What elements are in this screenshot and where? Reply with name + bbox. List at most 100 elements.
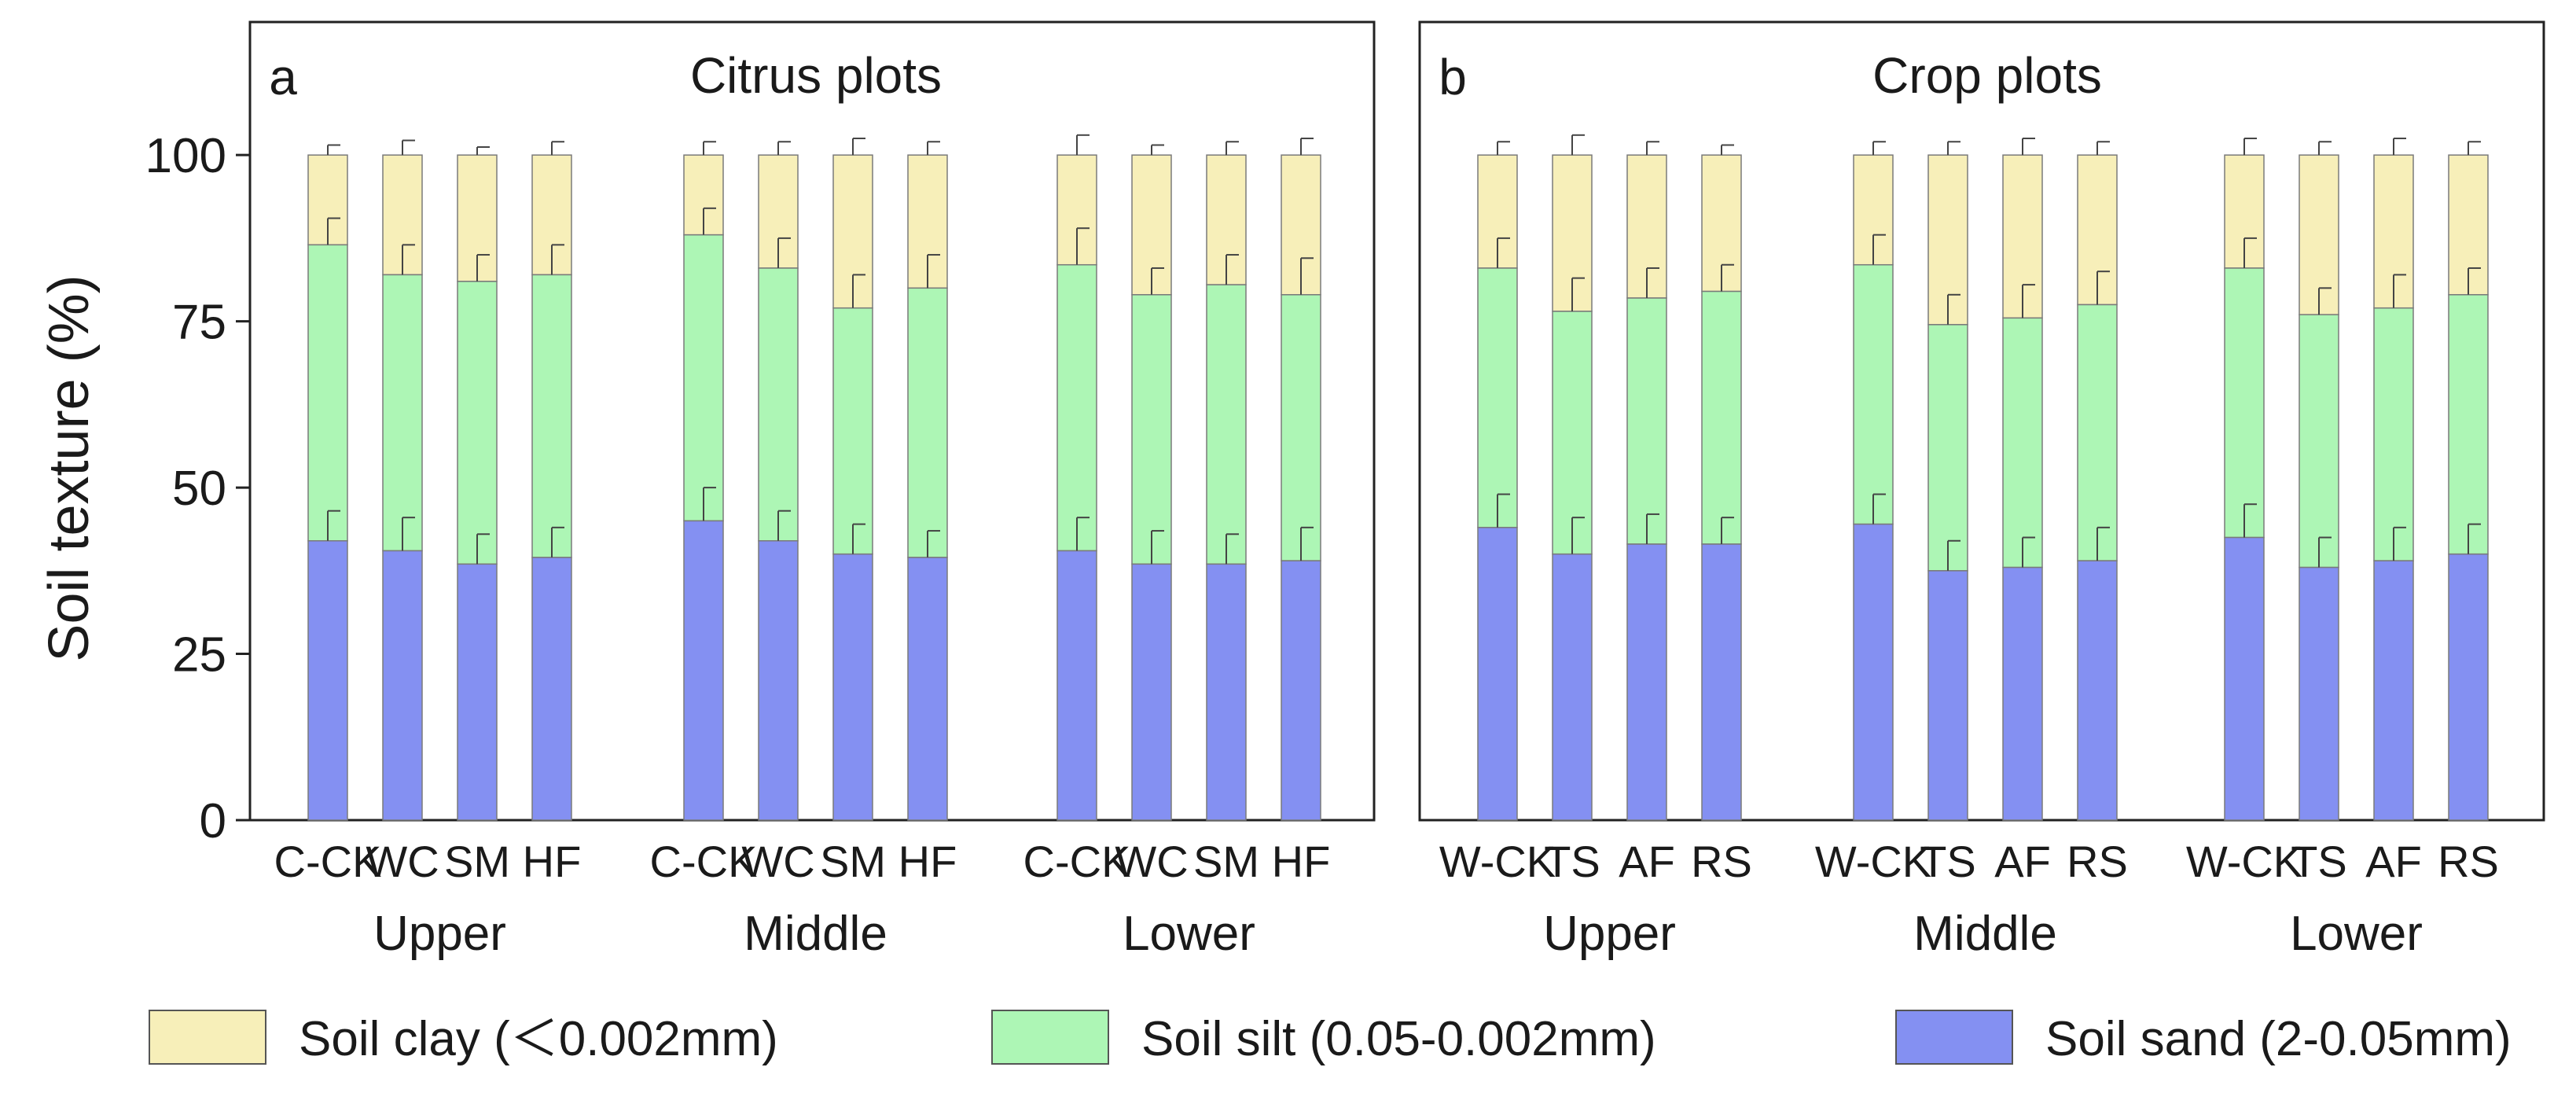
bar-sand-b-middle-w-ck xyxy=(1853,523,1894,821)
bar-silt-b-upper-w-ck xyxy=(1477,267,1518,528)
x-label-a-upper-c-ck: C-CK xyxy=(274,837,382,886)
y-axis-label: Soil texture (%) xyxy=(38,274,101,661)
x-label-b-middle-rs: RS xyxy=(2067,837,2128,886)
bar-sand-a-upper-hf xyxy=(531,557,572,821)
bar-silt-b-upper-af xyxy=(1626,297,1667,545)
y-tick-label-0: 0 xyxy=(200,794,226,848)
legend-swatch-silt xyxy=(991,1010,1109,1065)
bar-silt-a-upper-hf xyxy=(531,274,572,558)
y-tick-label-100: 100 xyxy=(145,129,226,183)
y-tick-label-50: 50 xyxy=(172,462,226,516)
legend: Soil clay (＜0.002mm) Soil silt (0.05-0.00… xyxy=(149,1010,2512,1066)
x-label-a-middle-hf: HF xyxy=(898,837,957,886)
bar-sand-a-upper-sm xyxy=(457,563,498,821)
panel-letter-b: b xyxy=(1439,49,1467,105)
x-label-a-upper-hf: HF xyxy=(523,837,582,886)
bar-silt-a-upper-c-ck xyxy=(307,244,348,542)
bar-silt-b-lower-ts xyxy=(2299,314,2339,569)
bar-sand-a-middle-c-ck xyxy=(683,520,724,821)
legend-swatch-sand xyxy=(1895,1010,2013,1065)
bar-sand-a-middle-sm xyxy=(832,553,873,821)
panel-frames xyxy=(248,20,2545,822)
bar-silt-a-middle-wc xyxy=(758,267,799,542)
bar-silt-b-middle-af xyxy=(2002,317,2043,569)
bar-sand-b-middle-af xyxy=(2002,566,2043,821)
group-label-a-upper: Upper xyxy=(373,907,506,961)
x-label-a-middle-c-ck: C-CK xyxy=(650,837,758,886)
bar-sand-b-upper-rs xyxy=(1701,543,1742,821)
bar-sand-b-upper-w-ck xyxy=(1477,527,1518,821)
y-tick-label-25: 25 xyxy=(172,628,226,683)
x-label-a-lower-c-ck: C-CK xyxy=(1023,837,1131,886)
bar-silt-a-lower-c-ck xyxy=(1056,263,1097,552)
bar-silt-a-middle-sm xyxy=(832,307,873,555)
group-label-b-middle: Middle xyxy=(1913,907,2057,961)
bar-sand-b-lower-ts xyxy=(2299,566,2339,821)
group-label-b-upper: Upper xyxy=(1543,907,1676,961)
panel-title-a: Citrus plots xyxy=(690,47,942,104)
legend-label-clay: Soil clay (＜0.002mm) xyxy=(299,1012,778,1066)
x-label-a-lower-hf: HF xyxy=(1272,837,1331,886)
x-label-a-middle-wc: WC xyxy=(741,837,814,886)
panel-frame-a xyxy=(248,20,1376,822)
bar-sand-a-middle-wc xyxy=(758,540,799,821)
x-label-a-lower-wc: WC xyxy=(1115,837,1188,886)
bar-sand-b-upper-af xyxy=(1626,543,1667,821)
bar-silt-b-lower-w-ck xyxy=(2224,267,2265,539)
panel-title-b: Crop plots xyxy=(1872,47,2102,104)
legend-swatch-clay xyxy=(149,1010,266,1065)
x-label-b-upper-rs: RS xyxy=(1691,837,1752,886)
x-label-a-middle-sm: SM xyxy=(820,837,886,886)
y-axis: 0 25 50 75 100 Soil texture (%) xyxy=(38,129,250,848)
x-label-b-lower-ts: TS xyxy=(2291,837,2347,886)
bar-silt-a-lower-hf xyxy=(1281,294,1321,561)
bar-silt-b-upper-rs xyxy=(1701,290,1742,545)
group-label-a-lower: Lower xyxy=(1123,907,1255,961)
x-label-b-upper-ts: TS xyxy=(1544,837,1600,886)
bar-silt-a-upper-sm xyxy=(457,281,498,565)
error-bars-layer xyxy=(327,134,2481,571)
x-label-b-upper-w-ck: W-CK xyxy=(1439,837,1556,886)
group-label-a-middle: Middle xyxy=(744,907,887,961)
panel-letter-a: a xyxy=(269,49,297,105)
bar-sand-a-lower-c-ck xyxy=(1056,550,1097,821)
x-label-a-upper-wc: WC xyxy=(366,837,439,886)
bar-sand-a-upper-c-ck xyxy=(307,540,348,821)
bar-sand-b-upper-ts xyxy=(1552,553,1593,821)
bar-sand-a-lower-sm xyxy=(1206,563,1247,821)
bar-silt-a-middle-c-ck xyxy=(683,234,724,522)
bar-silt-b-middle-ts xyxy=(1927,324,1968,572)
legend-label-sand: Soil sand (2-0.05mm) xyxy=(2045,1012,2512,1066)
x-label-b-upper-af: AF xyxy=(1619,837,1675,886)
x-label-a-upper-sm: SM xyxy=(444,837,510,886)
x-label-b-middle-ts: TS xyxy=(1920,837,1976,886)
bar-sand-b-lower-rs xyxy=(2448,553,2489,821)
x-label-b-lower-af: AF xyxy=(2365,837,2422,886)
x-label-b-lower-w-ck: W-CK xyxy=(2186,837,2302,886)
bar-silt-a-middle-hf xyxy=(907,287,948,558)
bars-layer xyxy=(307,154,2489,821)
bar-sand-a-lower-wc xyxy=(1131,563,1172,821)
bar-sand-b-lower-af xyxy=(2373,560,2414,821)
group-label-b-lower: Lower xyxy=(2290,907,2423,961)
bar-silt-b-lower-af xyxy=(2373,307,2414,561)
bar-silt-b-lower-rs xyxy=(2448,294,2489,555)
legend-label-silt: Soil silt (0.05-0.002mm) xyxy=(1141,1012,1656,1066)
bar-silt-b-middle-w-ck xyxy=(1853,263,1894,525)
bar-silt-a-upper-wc xyxy=(382,274,423,552)
x-label-b-middle-af: AF xyxy=(1994,837,2051,886)
x-label-b-middle-w-ck: W-CK xyxy=(1815,837,1931,886)
panel-frame-b xyxy=(1418,20,2545,822)
bar-sand-a-lower-hf xyxy=(1281,560,1321,821)
bar-sand-a-upper-wc xyxy=(382,550,423,821)
bar-sand-b-middle-rs xyxy=(2077,560,2118,821)
bar-sand-b-middle-ts xyxy=(1927,570,1968,821)
panel-titles: a Citrus plots b Crop plots xyxy=(269,47,2102,105)
bar-sand-a-middle-hf xyxy=(907,557,948,821)
y-tick-label-75: 75 xyxy=(172,296,226,350)
x-label-b-lower-rs: RS xyxy=(2438,837,2499,886)
bar-silt-a-lower-wc xyxy=(1131,294,1172,565)
bar-silt-a-lower-sm xyxy=(1206,284,1247,565)
